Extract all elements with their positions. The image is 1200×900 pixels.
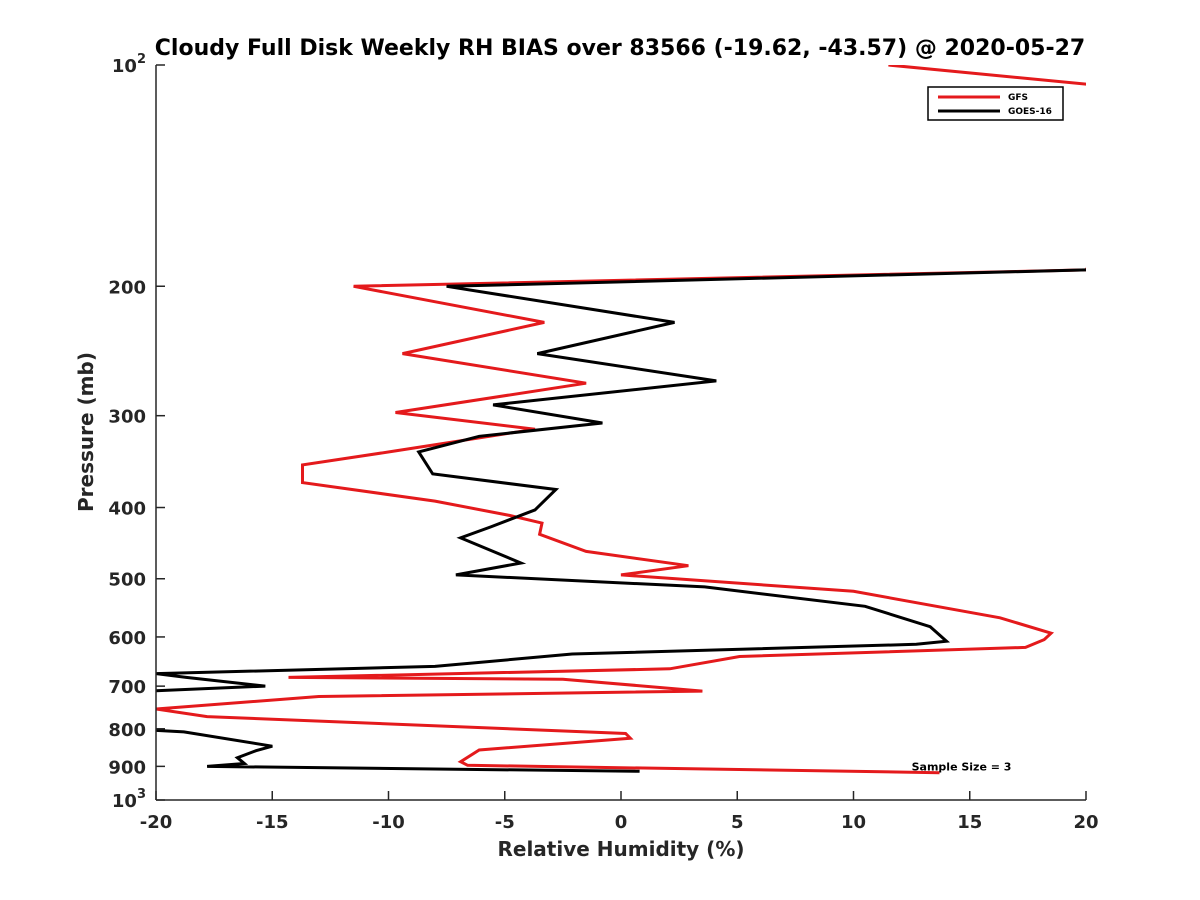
x-tick-label: 0	[615, 812, 628, 833]
y-tick-label: 102	[112, 52, 146, 77]
x-tick-label: 15	[957, 812, 982, 833]
x-tick-label: -5	[495, 812, 515, 833]
legend-entry-label: GOES-16	[1008, 107, 1052, 117]
plot-frame	[156, 65, 1086, 800]
x-tick-label: 20	[1073, 812, 1098, 833]
y-tick-label: 300	[108, 407, 146, 428]
y-tick-label: 800	[108, 720, 146, 741]
y-tick-label: 900	[108, 757, 146, 778]
x-tick-label: -15	[256, 812, 289, 833]
y-tick-label-exponent: 2	[137, 52, 146, 67]
x-tick-label: 10	[841, 812, 866, 833]
y-tick-label: 103	[112, 787, 146, 812]
series-line-goes-16	[156, 268, 1086, 773]
y-tick-label: 500	[108, 570, 146, 591]
x-tick-label: -20	[140, 812, 173, 833]
series-layer	[156, 65, 1086, 775]
y-tick-label: 700	[108, 677, 146, 698]
y-tick-label: 600	[108, 628, 146, 649]
chart-title: Cloudy Full Disk Weekly RH BIAS over 835…	[155, 36, 1085, 61]
series-line-gfs	[156, 65, 1086, 775]
y-tick-label: 200	[108, 277, 146, 298]
y-tick-label-base: 10	[112, 791, 137, 812]
x-tick-label: 5	[731, 812, 744, 833]
y-tick-label: 400	[108, 499, 146, 520]
legend: GFS GOES-16	[927, 86, 1064, 121]
x-tick-label: -10	[372, 812, 405, 833]
y-tick-label-base: 10	[112, 56, 137, 77]
x-axis-label: Relative Humidity (%)	[497, 837, 744, 861]
x-axis-ticks: -20 -15 -10 -5 0 5 10 15 20	[140, 791, 1099, 833]
legend-box	[927, 86, 1064, 121]
y-tick-label-exponent: 3	[137, 787, 146, 802]
legend-entry-label: GFS	[1008, 93, 1028, 103]
sample-size-annotation: Sample Size = 3	[912, 760, 1012, 773]
annotations: Sample Size = 3	[912, 760, 1012, 773]
y-axis-label: Pressure (mb)	[74, 352, 98, 512]
